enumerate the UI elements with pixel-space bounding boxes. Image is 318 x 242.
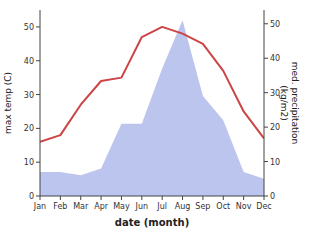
y-tick-label: 50	[24, 23, 34, 32]
x-tick	[121, 196, 122, 200]
y-tick-label: 0	[29, 192, 34, 201]
chart: JanFebMarAprMayJunJulAugSepOctNovDec0102…	[0, 0, 318, 242]
line	[40, 27, 264, 142]
x-tick	[141, 196, 142, 200]
y2-tick-label: 40	[270, 54, 280, 63]
x-tick-label: Dec	[256, 202, 271, 211]
y2-tick	[264, 58, 268, 59]
y2-tick	[264, 23, 268, 24]
x-tick-label: May	[113, 202, 130, 211]
y-tick	[36, 162, 40, 163]
x-tick-label: Nov	[236, 202, 252, 211]
y2-tick-label: 50	[270, 20, 280, 29]
x-tick-label: Jan	[33, 202, 46, 211]
plot-area	[40, 20, 264, 196]
y-tick	[36, 60, 40, 61]
x-tick	[80, 196, 81, 200]
x-tick-label: Sep	[195, 202, 210, 211]
x-tick-label: Apr	[94, 202, 109, 211]
x-tick-label: Oct	[216, 202, 230, 211]
y2-tick	[264, 161, 268, 162]
y2-tick-label: 20	[270, 123, 280, 132]
x-tick	[202, 196, 203, 200]
y2-tick-label: 30	[270, 89, 280, 98]
y-axis-label: max temp (C)	[3, 72, 13, 134]
y-tick	[36, 196, 40, 197]
x-tick	[40, 196, 41, 200]
x-tick	[243, 196, 244, 200]
y2-axis-line	[264, 10, 265, 196]
y-tick	[36, 128, 40, 129]
x-tick-label: Jun	[135, 202, 149, 211]
y2-tick	[264, 196, 268, 197]
x-axis-label: date (month)	[115, 217, 189, 228]
x-tick-label: Mar	[73, 202, 89, 211]
y-axis-line	[40, 10, 41, 196]
x-tick-label: Feb	[53, 202, 67, 211]
y-tick-label: 30	[24, 91, 34, 100]
y2-tick	[264, 92, 268, 93]
y2-tick-label: 0	[270, 192, 275, 201]
x-tick	[162, 196, 163, 200]
x-axis-line	[40, 196, 264, 197]
x-tick	[223, 196, 224, 200]
y-tick-label: 20	[24, 124, 34, 133]
y2-tick	[264, 127, 268, 128]
x-tick	[60, 196, 61, 200]
x-tick	[101, 196, 102, 200]
y-tick	[36, 26, 40, 27]
y2-axis-label: med. precipitation(kg/m2)	[279, 62, 300, 144]
y-tick-label: 40	[24, 57, 34, 66]
x-tick-label: Aug	[175, 202, 191, 211]
x-tick-label: Jul	[156, 202, 167, 211]
x-tick	[182, 196, 183, 200]
y-tick-label: 10	[24, 158, 34, 167]
y2-tick-label: 10	[270, 158, 280, 167]
area	[40, 20, 264, 196]
x-tick	[264, 196, 265, 200]
y-tick	[36, 94, 40, 95]
